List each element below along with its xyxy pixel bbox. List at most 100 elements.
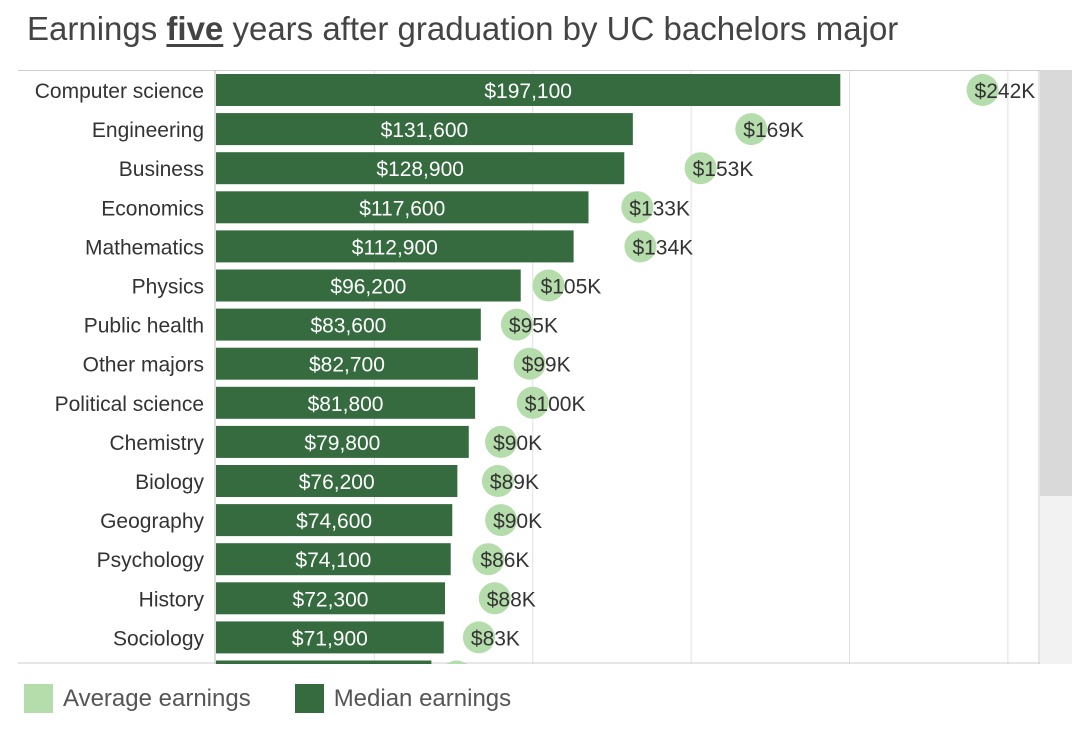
median-value-label: $79,800	[304, 432, 380, 455]
average-dot	[621, 191, 654, 224]
average-dot	[513, 347, 546, 380]
average-swatch	[24, 684, 53, 713]
chart-row: Public health $83,600 $95K	[84, 308, 558, 341]
median-bar	[216, 74, 841, 106]
average-dot	[624, 230, 657, 263]
legend-item-median: Median earnings	[294, 684, 512, 713]
legend-label-average: Average earnings	[63, 684, 251, 712]
chart-row: Political science $81,800 $100K	[55, 386, 586, 419]
median-value-label: $74,100	[295, 549, 371, 572]
average-value-label: $90K	[493, 432, 542, 455]
average-value-label: $90K	[493, 510, 542, 533]
median-value-label: $131,600	[381, 119, 469, 142]
median-value-label: $117,600	[359, 197, 445, 220]
category-label: History	[139, 588, 205, 611]
chart-row: Computer science $197,100 $242K	[35, 74, 1036, 106]
category-label: Other majors	[83, 354, 204, 377]
chart-row: Physics $96,200 $105K	[132, 269, 601, 302]
chart-area: Computer science $197,100 $242K Engineering…	[0, 70, 1080, 664]
category-label: Mathematics	[85, 236, 204, 259]
average-dot	[684, 152, 717, 185]
category-label: Economics	[101, 197, 204, 220]
average-value-label: $169K	[743, 119, 804, 142]
title-emphasis: five	[166, 10, 224, 47]
median-bar	[216, 191, 589, 224]
chart-row: Mathematics $112,900 $134K	[85, 230, 693, 263]
average-dot	[446, 660, 467, 664]
median-value-label: $96,200	[330, 276, 406, 299]
average-value-label: $242K	[975, 80, 1036, 103]
median-bar	[216, 269, 521, 302]
median-bar	[216, 386, 476, 419]
legend-label-median: Median earnings	[333, 684, 512, 712]
chart-row: Biology $76,200 $89K	[135, 465, 539, 497]
category-label: Geography	[100, 510, 204, 533]
median-bar	[216, 308, 481, 341]
median-bar	[216, 582, 446, 615]
chart-row: Chemistry $79,800 $90K	[109, 425, 542, 458]
median-swatch	[294, 684, 324, 713]
median-value-label: $128,900	[376, 158, 464, 181]
average-dot	[532, 269, 565, 302]
category-label: Computer science	[35, 80, 204, 103]
median-value-label: $112,900	[352, 236, 438, 259]
average-value-label: $153K	[693, 158, 754, 181]
average-value-label: $133K	[629, 197, 690, 220]
median-value-label: $81,800	[308, 393, 384, 416]
chart-row: Other majors $82,700 $99K	[83, 347, 571, 380]
chart-row: Economics $117,600 $133K	[101, 191, 690, 224]
average-value-label: $99K	[522, 354, 571, 377]
median-bar	[216, 230, 574, 263]
average-value-label: $86K	[480, 549, 529, 572]
median-value-label: $197,100	[484, 80, 572, 103]
average-value-label: $89K	[490, 471, 539, 494]
median-bar	[216, 660, 432, 664]
scrollbar-thumb[interactable]	[1040, 70, 1072, 496]
median-bar	[216, 543, 451, 576]
category-label: Psychology	[97, 549, 205, 572]
average-dot	[478, 582, 511, 615]
category-label: Business	[119, 158, 204, 181]
category-label: Sociology	[113, 627, 205, 650]
average-dot	[462, 621, 495, 654]
average-dot	[485, 425, 518, 458]
median-value-label: $76,200	[299, 471, 375, 494]
legend: Average earnings Median earnings	[24, 684, 555, 713]
category-label: Physics	[132, 276, 204, 299]
chart-title: Earnings five years after graduation by …	[27, 10, 898, 48]
legend-item-average: Average earnings	[24, 684, 251, 713]
average-dot	[472, 543, 505, 576]
average-value-label: $83K	[471, 627, 520, 650]
chart-row: Business $128,900 $153K	[119, 152, 754, 185]
chart-row: Psychology $74,100 $86K	[97, 543, 529, 576]
category-label: Biology	[135, 471, 204, 494]
average-dot	[500, 308, 533, 341]
median-bar	[216, 425, 469, 458]
category-label: Public health	[84, 315, 204, 338]
vertical-scrollbar[interactable]	[1040, 70, 1072, 664]
average-dot	[516, 386, 549, 419]
median-bar	[216, 113, 633, 146]
average-value-label: $100K	[525, 393, 586, 416]
average-value-label: $88K	[487, 588, 536, 611]
title-suffix: years after graduation by UC bachelors m…	[223, 10, 899, 47]
average-dot	[481, 465, 514, 497]
median-bar	[216, 465, 458, 497]
median-bar	[216, 152, 625, 185]
median-value-label: $74,600	[296, 510, 372, 533]
category-label: Political science	[55, 393, 204, 416]
average-value-label: $134K	[632, 236, 693, 259]
average-value-label: $95K	[509, 315, 558, 338]
average-dot	[485, 504, 518, 537]
average-dot	[735, 113, 768, 146]
category-label: Chemistry	[109, 432, 204, 455]
median-value-label: $83,600	[310, 315, 386, 338]
median-bar	[216, 504, 453, 537]
average-dot	[966, 74, 999, 106]
category-label: Engineering	[92, 119, 204, 142]
median-value-label: $71,900	[292, 627, 368, 650]
median-bar	[216, 621, 444, 654]
median-bar	[216, 347, 478, 380]
median-value-label: $72,300	[293, 588, 369, 611]
chart-row: Geography $74,600 $90K	[100, 504, 542, 537]
